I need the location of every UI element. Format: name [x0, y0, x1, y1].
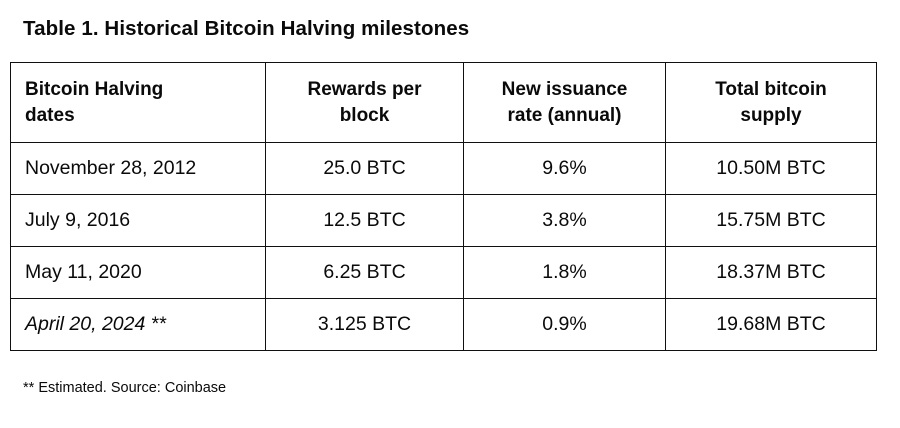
- cell-halving-date-estimated: April 20, 2024 **: [10, 298, 266, 351]
- cell-reward: 25.0 BTC: [265, 142, 464, 195]
- table-row-2016: July 9, 2016 12.5 BTC 3.8% 15.75M BTC: [10, 194, 877, 247]
- table-row-2024-estimated: April 20, 2024 ** 3.125 BTC 0.9% 19.68M …: [10, 298, 877, 351]
- cell-total-supply: 10.50M BTC: [665, 142, 877, 195]
- cell-issuance-rate: 0.9%: [463, 298, 666, 351]
- article-table-section: Table 1. Historical Bitcoin Halving mile…: [10, 17, 877, 396]
- cell-reward: 3.125 BTC: [265, 298, 464, 351]
- column-header-issuance-rate: New issuance rate (annual): [463, 62, 666, 143]
- cell-reward: 6.25 BTC: [265, 246, 464, 299]
- cell-issuance-rate: 9.6%: [463, 142, 666, 195]
- cell-total-supply: 19.68M BTC: [665, 298, 877, 351]
- column-header-rewards-per-block: Rewards per block: [265, 62, 464, 143]
- table-footnote: ** Estimated. Source: Coinbase: [23, 380, 227, 396]
- cell-halving-date: May 11, 2020: [10, 246, 266, 299]
- cell-halving-date: July 9, 2016: [10, 194, 266, 247]
- cell-halving-date: November 28, 2012: [10, 142, 266, 195]
- cell-total-supply: 18.37M BTC: [665, 246, 877, 299]
- table-head: Bitcoin Halving dates Rewards per block …: [10, 62, 877, 143]
- table-row-2020: May 11, 2020 6.25 BTC 1.8% 18.37M BTC: [10, 246, 877, 299]
- cell-issuance-rate: 1.8%: [463, 246, 666, 299]
- bitcoin-halving-table: Bitcoin Halving dates Rewards per block …: [10, 62, 877, 351]
- column-header-halving-dates: Bitcoin Halving dates: [10, 62, 266, 143]
- cell-total-supply: 15.75M BTC: [665, 194, 877, 247]
- table-row-2012: November 28, 2012 25.0 BTC 9.6% 10.50M B…: [10, 142, 877, 195]
- column-header-total-supply: Total bitcoin supply: [665, 62, 877, 143]
- cell-issuance-rate: 3.8%: [463, 194, 666, 247]
- cell-reward: 12.5 BTC: [265, 194, 464, 247]
- header-row: Bitcoin Halving dates Rewards per block …: [10, 62, 877, 143]
- table-body: November 28, 2012 25.0 BTC 9.6% 10.50M B…: [10, 142, 877, 351]
- table-title: Table 1. Historical Bitcoin Halving mile…: [23, 17, 470, 40]
